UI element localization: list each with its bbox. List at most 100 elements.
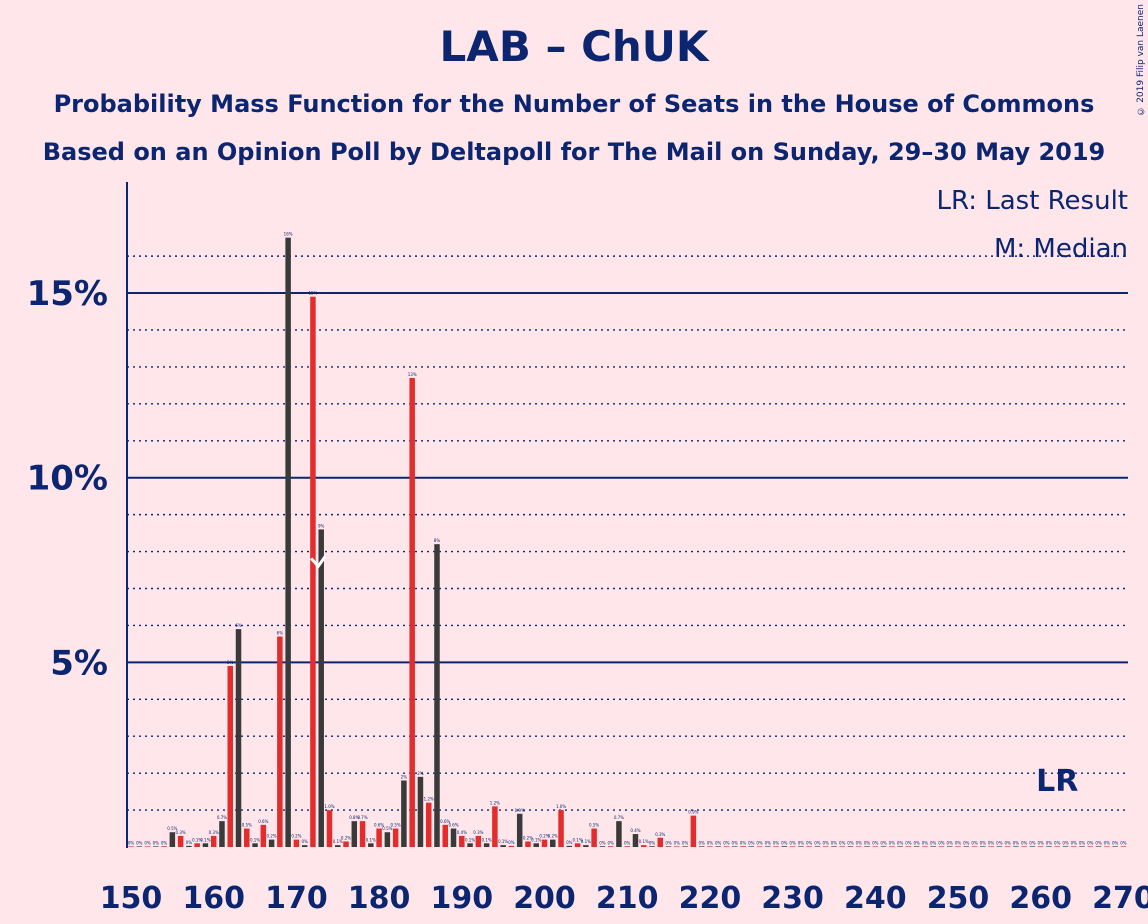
- bar-value-label: 0%: [301, 839, 308, 844]
- bar-value-label: 0%: [1087, 840, 1094, 845]
- bar-seat-181: [384, 832, 391, 847]
- x-tick-label: 170: [265, 881, 328, 916]
- bar-value-label: 0%: [963, 840, 970, 845]
- bar-value-label: 0%: [508, 840, 515, 845]
- x-tick-label: 180: [348, 881, 411, 916]
- bar-value-label: 0%: [599, 840, 606, 845]
- bar-value-label: 0.4%: [630, 828, 640, 833]
- chart-subtitle: Probability Mass Function for the Number…: [53, 90, 1095, 118]
- bar-seat-156: [177, 835, 184, 847]
- bar-value-label: 9%: [318, 523, 325, 528]
- bar-seat-159: [202, 843, 209, 847]
- bar-value-label: 0.8%: [349, 815, 359, 820]
- bar-value-label: 0%: [715, 840, 722, 845]
- bar-value-label: 0%: [748, 840, 755, 845]
- bar-value-label: 13%: [408, 372, 417, 377]
- bar-value-label: 0.1%: [581, 839, 591, 844]
- bar-seat-214: [657, 837, 664, 847]
- bar-seat-240: [872, 846, 879, 847]
- bar-value-label: 2%: [417, 771, 424, 776]
- bar-seat-151: [136, 846, 143, 847]
- bar-seat-238: [856, 846, 862, 847]
- bar-seat-249: [946, 846, 953, 847]
- bar-seat-180: [376, 828, 382, 847]
- bar-value-label: 0%: [756, 840, 763, 845]
- bar-value-label: 0.2%: [548, 834, 558, 839]
- bar-value-label: 0.2%: [267, 834, 277, 839]
- chart-markers: LR: [310, 555, 1078, 799]
- bar-seat-186: [425, 802, 432, 847]
- x-tick-label: 210: [596, 881, 659, 916]
- bar-seat-263: [1062, 846, 1069, 847]
- bar-value-label: 0%: [624, 840, 631, 845]
- bar-value-label: 0%: [798, 840, 805, 845]
- bar-seat-171: [301, 845, 308, 847]
- last-result-marker: LR: [1036, 764, 1078, 799]
- x-tick-label: 160: [182, 881, 245, 916]
- bar-value-label: 0.5%: [167, 826, 177, 831]
- bar-value-label: 0%: [1112, 840, 1119, 845]
- bar-seat-257: [1013, 846, 1019, 847]
- bar-value-label: 0%: [922, 840, 929, 845]
- bar-value-label: 0.9%: [688, 810, 698, 815]
- bar-value-label: 0%: [740, 840, 747, 845]
- bar-value-labels: 0% 0% 0% 0% 0%0.5%0.3%0%0.1%0.1%0.3%0.7%5%6%…: [128, 232, 1127, 846]
- bar-value-label: 0.7%: [357, 815, 367, 820]
- bar-value-label: 0%: [1029, 840, 1036, 845]
- bar-seat-252: [971, 846, 978, 847]
- bar-value-label: 0.1%: [482, 837, 492, 842]
- bar-seat-225: [748, 846, 754, 847]
- bar-seat-169: [285, 237, 291, 847]
- bar-value-label: 0.1%: [192, 837, 202, 842]
- bar-value-label: 0.2%: [539, 834, 549, 839]
- bar-value-label: 0%: [872, 840, 879, 845]
- bar-value-label: 0%: [938, 840, 945, 845]
- bar-value-label: 0%: [1038, 840, 1045, 845]
- bar-seat-227: [765, 846, 771, 847]
- bar-value-label: 0.5%: [382, 826, 392, 831]
- bar-seat-260: [1037, 846, 1044, 847]
- bar-value-label: 0.6%: [374, 823, 384, 828]
- bar-seat-183: [401, 780, 407, 847]
- bar-value-label: 1.0%: [324, 804, 334, 809]
- bar-seat-245: [913, 846, 920, 847]
- bar-seat-185: [417, 776, 424, 847]
- bar-seat-229: [781, 846, 788, 847]
- bar-seat-192: [475, 835, 482, 847]
- bar-seat-228: [773, 846, 779, 847]
- bar-seat-264: [1071, 846, 1077, 847]
- bar-value-label: 0.2%: [341, 835, 351, 840]
- x-axis-ticks: 150 160 170 180 190 200 210 220 230 240 250 260 270: [100, 881, 1148, 916]
- bar-seat-153: [153, 846, 159, 847]
- bar-value-label: 0%: [1071, 840, 1078, 845]
- bar-value-label: 0%: [980, 840, 987, 845]
- bar-seat-267: [1095, 846, 1102, 847]
- bar-seat-179: [368, 843, 374, 847]
- bar-seat-209: [616, 821, 622, 847]
- bar-value-label: 0%: [913, 840, 920, 845]
- bar-value-label: 0.6%: [440, 819, 450, 824]
- bar-value-label: 0.1%: [531, 837, 541, 842]
- bar-seat-178: [359, 821, 366, 847]
- bar-value-label: 0%: [674, 840, 681, 845]
- bar-value-label: 6%: [235, 623, 242, 628]
- bar-seat-188: [442, 824, 449, 847]
- bar-value-label: 0%: [789, 840, 796, 845]
- bar-value-label: 0.4%: [457, 830, 467, 835]
- bar-value-label: 0.3%: [655, 832, 665, 837]
- bar-seat-201: [550, 839, 556, 847]
- bar-value-label: 0%: [905, 840, 912, 845]
- bar-seat-162: [227, 666, 233, 847]
- bar-seat-158: [194, 843, 200, 847]
- bar-seat-221: [715, 846, 721, 847]
- legend-median: M: Median: [993, 234, 1128, 264]
- bar-seat-191: [467, 843, 473, 847]
- y-tick-label: 10%: [27, 459, 108, 499]
- bar-value-label: 0%: [1104, 840, 1111, 845]
- x-tick-label: 250: [927, 881, 990, 916]
- bar-value-label: 0%: [607, 840, 614, 845]
- bar-value-label: 0%: [161, 840, 168, 845]
- bar-value-label: 0%: [1013, 840, 1020, 845]
- bar-seat-160: [210, 835, 217, 847]
- bar-value-label: 0%: [649, 840, 656, 845]
